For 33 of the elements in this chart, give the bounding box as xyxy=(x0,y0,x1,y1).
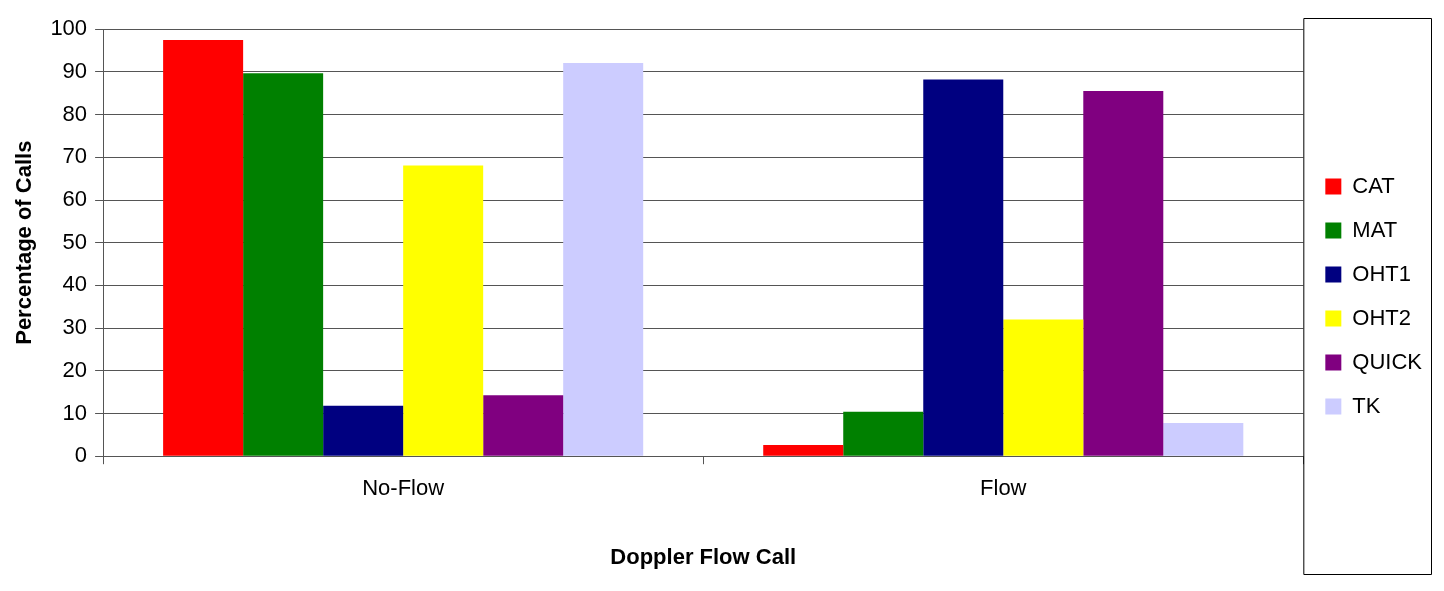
y-tick-label: 90 xyxy=(62,57,88,83)
y-tick-label: 0 xyxy=(74,442,88,468)
y-tick-label: 10 xyxy=(62,399,88,425)
y-tick-label: 30 xyxy=(62,314,88,340)
legend-label: CAT xyxy=(1352,172,1395,198)
y-tick-label: 70 xyxy=(62,143,88,169)
legend-label: MAT xyxy=(1352,216,1398,242)
y-tick-label: 40 xyxy=(62,271,88,297)
y-tick-label: 50 xyxy=(62,228,88,254)
bar xyxy=(1003,319,1084,456)
bar xyxy=(1163,422,1244,456)
bar xyxy=(483,395,564,456)
bar xyxy=(1083,91,1164,456)
bar xyxy=(243,73,324,456)
y-axis-title: Percentage of Calls xyxy=(11,140,37,345)
legend-label: OHT2 xyxy=(1352,304,1412,330)
x-tick-label: Flow xyxy=(980,475,1027,501)
y-tick-label: 60 xyxy=(62,186,88,212)
legend-label: TK xyxy=(1352,392,1381,418)
bar xyxy=(323,405,404,456)
x-axis-title: Doppler Flow Call xyxy=(610,543,797,569)
bar xyxy=(923,79,1004,456)
legend-label: OHT1 xyxy=(1352,260,1412,286)
bar xyxy=(563,62,644,456)
bar xyxy=(843,411,924,456)
legend-label: QUICK xyxy=(1352,348,1423,374)
y-tick-label: 80 xyxy=(62,100,88,126)
bar xyxy=(763,445,844,456)
y-tick-label: 20 xyxy=(62,356,88,382)
x-tick-label: No-Flow xyxy=(362,475,445,501)
bar xyxy=(163,39,244,456)
y-tick-label: 100 xyxy=(50,15,88,41)
bar xyxy=(403,165,484,456)
